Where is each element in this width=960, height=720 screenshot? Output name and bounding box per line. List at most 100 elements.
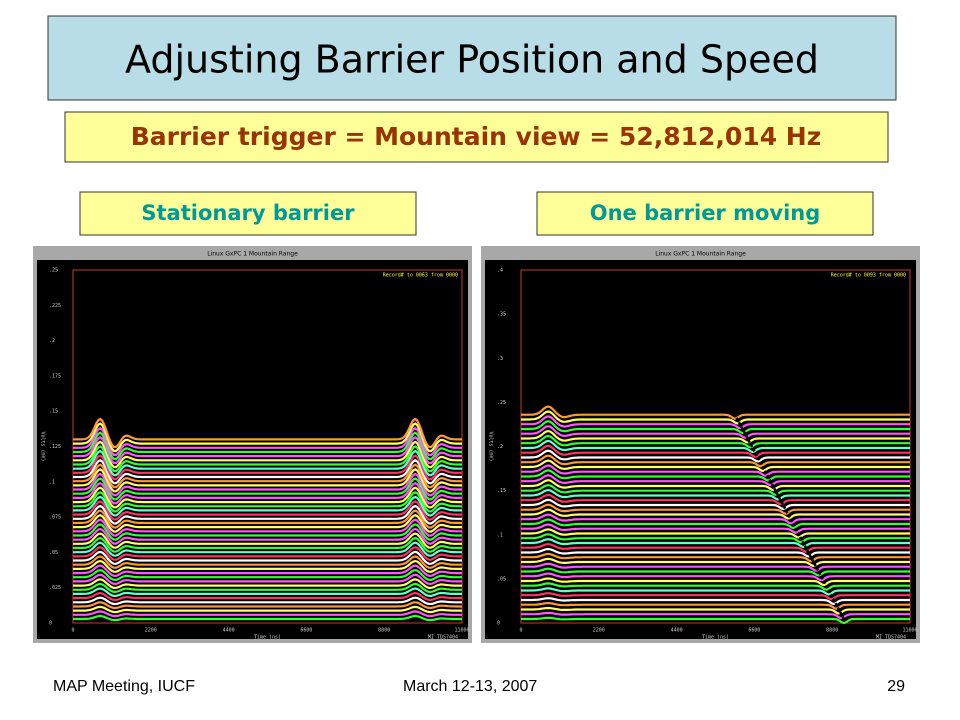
trace	[521, 611, 910, 620]
trace	[521, 616, 910, 625]
trace	[521, 498, 910, 511]
trace	[73, 417, 462, 449]
plots: Linux GxPC 1 Mountain Range Record# to 00…	[33, 246, 920, 643]
y-tick-label: .2	[497, 444, 503, 450]
trace	[73, 578, 462, 590]
trace	[521, 434, 910, 449]
y-tick-label: .3	[497, 356, 503, 362]
panel-label-box	[536, 191, 874, 236]
footer-right: 29	[887, 678, 905, 695]
trace	[521, 415, 910, 430]
x-tick-label: 2200	[593, 628, 605, 634]
y-tick-label: .075	[49, 515, 61, 521]
window-title: Linux GxPC 1 Mountain Range	[207, 251, 298, 258]
subtitle: Barrier trigger = Mountain view = 52,812…	[131, 122, 822, 151]
plot-frame	[72, 269, 463, 624]
trace	[521, 547, 910, 558]
trace	[73, 582, 462, 594]
footer-center: March 12-13, 2007	[403, 678, 537, 695]
trace	[521, 410, 910, 425]
x-tick-label: 2200	[145, 628, 157, 634]
trace	[521, 562, 910, 572]
trace	[73, 463, 462, 489]
trace	[73, 472, 462, 497]
trace	[521, 552, 910, 563]
x-tick-label: 4400	[671, 628, 683, 634]
trace	[521, 557, 910, 568]
trace	[521, 469, 910, 482]
panel-label: Stationary barrier	[141, 201, 355, 225]
window-title: Linux GxPC 1 Mountain Range	[655, 251, 746, 258]
trace	[73, 514, 462, 533]
trace	[521, 528, 910, 539]
y-tick-label: .2	[49, 338, 55, 344]
trace	[73, 564, 462, 578]
panel-label-box	[79, 191, 417, 236]
trace	[73, 440, 462, 469]
barrier-notch	[733, 414, 845, 620]
y-tick-label: .35	[497, 312, 506, 318]
y-tick-label: 0	[497, 621, 500, 627]
y-tick-label: .15	[49, 409, 58, 415]
x-tick-label: 11000	[454, 628, 469, 634]
trace	[73, 436, 462, 465]
title-box	[47, 15, 897, 101]
y-tick-label: .05	[497, 576, 506, 582]
instrument-label: MI TDS7404	[876, 635, 906, 641]
subtitle-box	[64, 111, 889, 163]
y-tick-label: .4	[497, 268, 503, 274]
x-axis-label: Time (ns)	[702, 635, 729, 641]
trace	[73, 504, 462, 525]
x-tick-label: 6600	[748, 628, 760, 634]
trace	[73, 468, 462, 493]
trace	[521, 572, 910, 582]
trace	[521, 425, 910, 439]
trace	[521, 601, 910, 610]
trace	[521, 518, 910, 530]
trace	[521, 474, 910, 487]
trace	[73, 550, 462, 565]
trace	[73, 500, 462, 521]
record-label: Record# to 0063 from 0000	[383, 273, 458, 279]
trace	[73, 491, 462, 513]
x-tick-label: 8800	[378, 628, 390, 634]
trace	[73, 509, 462, 529]
trace	[73, 431, 462, 461]
trace	[73, 495, 462, 517]
trace	[521, 567, 910, 577]
trace	[521, 405, 910, 420]
x-tick-label: 4400	[223, 628, 235, 634]
trace	[73, 555, 462, 569]
trace	[521, 503, 910, 515]
trace	[73, 445, 462, 473]
trace	[521, 484, 910, 496]
y-tick-label: 0	[49, 621, 52, 627]
trace	[73, 559, 462, 573]
trace	[521, 493, 910, 506]
trace	[521, 429, 910, 444]
trace	[73, 486, 462, 509]
y-tick-label: .05	[49, 550, 58, 556]
trace	[521, 538, 910, 549]
trace	[521, 488, 910, 501]
footer-left: MAP Meeting, IUCF	[53, 678, 195, 695]
trace	[521, 508, 910, 520]
y-tick-label: .1	[497, 532, 503, 538]
trace	[521, 542, 910, 553]
trace	[73, 449, 462, 477]
trace	[73, 596, 462, 606]
y-tick-label: .15	[497, 488, 506, 494]
y-tick-label: .25	[49, 268, 58, 274]
trace	[521, 420, 910, 435]
trace	[73, 605, 462, 614]
trace	[73, 573, 462, 586]
plot-frame	[520, 269, 911, 624]
x-tick-label: 0	[519, 628, 522, 634]
trace	[73, 527, 462, 545]
y-axis-label: Volts (mV)	[40, 431, 46, 461]
trace	[521, 592, 910, 601]
trace	[73, 481, 462, 505]
trace	[521, 449, 910, 463]
trace	[73, 454, 462, 481]
